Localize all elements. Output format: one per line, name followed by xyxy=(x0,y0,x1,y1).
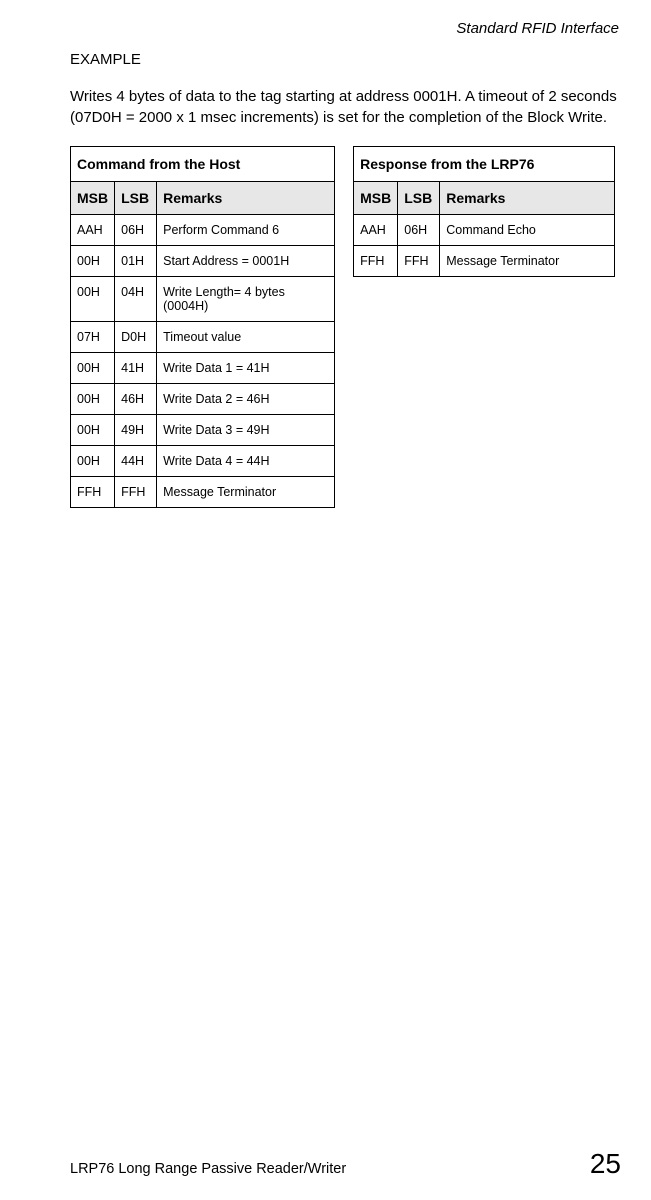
cell: AAH xyxy=(354,215,398,246)
cell: 07H xyxy=(71,322,115,353)
cell: Write Length= 4 bytes (0004H) xyxy=(157,277,335,322)
table-row: 00H49HWrite Data 3 = 49H xyxy=(71,415,335,446)
page-number: 25 xyxy=(590,1148,621,1180)
page-footer: LRP76 Long Range Passive Reader/Writer 2… xyxy=(70,1148,621,1180)
cell: 00H xyxy=(71,353,115,384)
command-table: Command from the Host MSB LSB Remarks AA… xyxy=(70,146,335,508)
table-row: 07HD0HTimeout value xyxy=(71,322,335,353)
cell: 01H xyxy=(115,246,157,277)
cell: 46H xyxy=(115,384,157,415)
tables-container: Command from the Host MSB LSB Remarks AA… xyxy=(70,146,621,508)
cell: Message Terminator xyxy=(157,477,335,508)
cell: 00H xyxy=(71,446,115,477)
table-row: 00H04HWrite Length= 4 bytes (0004H) xyxy=(71,277,335,322)
cell: 44H xyxy=(115,446,157,477)
column-header: MSB xyxy=(354,182,398,215)
cell: Perform Command 6 xyxy=(157,215,335,246)
cell: Write Data 2 = 46H xyxy=(157,384,335,415)
table-row: AAH06HCommand Echo xyxy=(354,215,615,246)
cell: 49H xyxy=(115,415,157,446)
table-row: 00H41HWrite Data 1 = 41H xyxy=(71,353,335,384)
response-table-caption: Response from the LRP76 xyxy=(354,147,615,182)
table-row: 00H46HWrite Data 2 = 46H xyxy=(71,384,335,415)
cell: 00H xyxy=(71,246,115,277)
cell: 41H xyxy=(115,353,157,384)
table-row: FFHFFHMessage Terminator xyxy=(71,477,335,508)
column-header: LSB xyxy=(398,182,440,215)
column-header: LSB xyxy=(115,182,157,215)
cell: 00H xyxy=(71,415,115,446)
cell: AAH xyxy=(71,215,115,246)
cell: FFH xyxy=(398,246,440,277)
cell: 06H xyxy=(115,215,157,246)
cell: FFH xyxy=(354,246,398,277)
column-header: MSB xyxy=(71,182,115,215)
column-header: Remarks xyxy=(157,182,335,215)
cell: 00H xyxy=(71,277,115,322)
column-header: Remarks xyxy=(440,182,615,215)
cell: D0H xyxy=(115,322,157,353)
table-row: 00H44HWrite Data 4 = 44H xyxy=(71,446,335,477)
command-table-caption: Command from the Host xyxy=(71,147,335,182)
example-paragraph: Writes 4 bytes of data to the tag starti… xyxy=(70,86,621,128)
table-row: FFHFFHMessage Terminator xyxy=(354,246,615,277)
table-row: AAH06HPerform Command 6 xyxy=(71,215,335,246)
cell: Start Address = 0001H xyxy=(157,246,335,277)
cell: Write Data 3 = 49H xyxy=(157,415,335,446)
cell: 06H xyxy=(398,215,440,246)
cell: FFH xyxy=(71,477,115,508)
cell: 00H xyxy=(71,384,115,415)
example-heading: EXAMPLE xyxy=(70,51,621,68)
footer-title: LRP76 Long Range Passive Reader/Writer xyxy=(70,1161,346,1177)
cell: Command Echo xyxy=(440,215,615,246)
cell: Write Data 1 = 41H xyxy=(157,353,335,384)
page: Standard RFID Interface EXAMPLE Writes 4… xyxy=(0,0,651,1200)
cell: Write Data 4 = 44H xyxy=(157,446,335,477)
cell: 04H xyxy=(115,277,157,322)
chapter-title: Standard RFID Interface xyxy=(70,20,621,37)
response-table: Response from the LRP76 MSB LSB Remarks … xyxy=(353,146,615,277)
cell: FFH xyxy=(115,477,157,508)
cell: Message Terminator xyxy=(440,246,615,277)
cell: Timeout value xyxy=(157,322,335,353)
table-row: 00H01HStart Address = 0001H xyxy=(71,246,335,277)
